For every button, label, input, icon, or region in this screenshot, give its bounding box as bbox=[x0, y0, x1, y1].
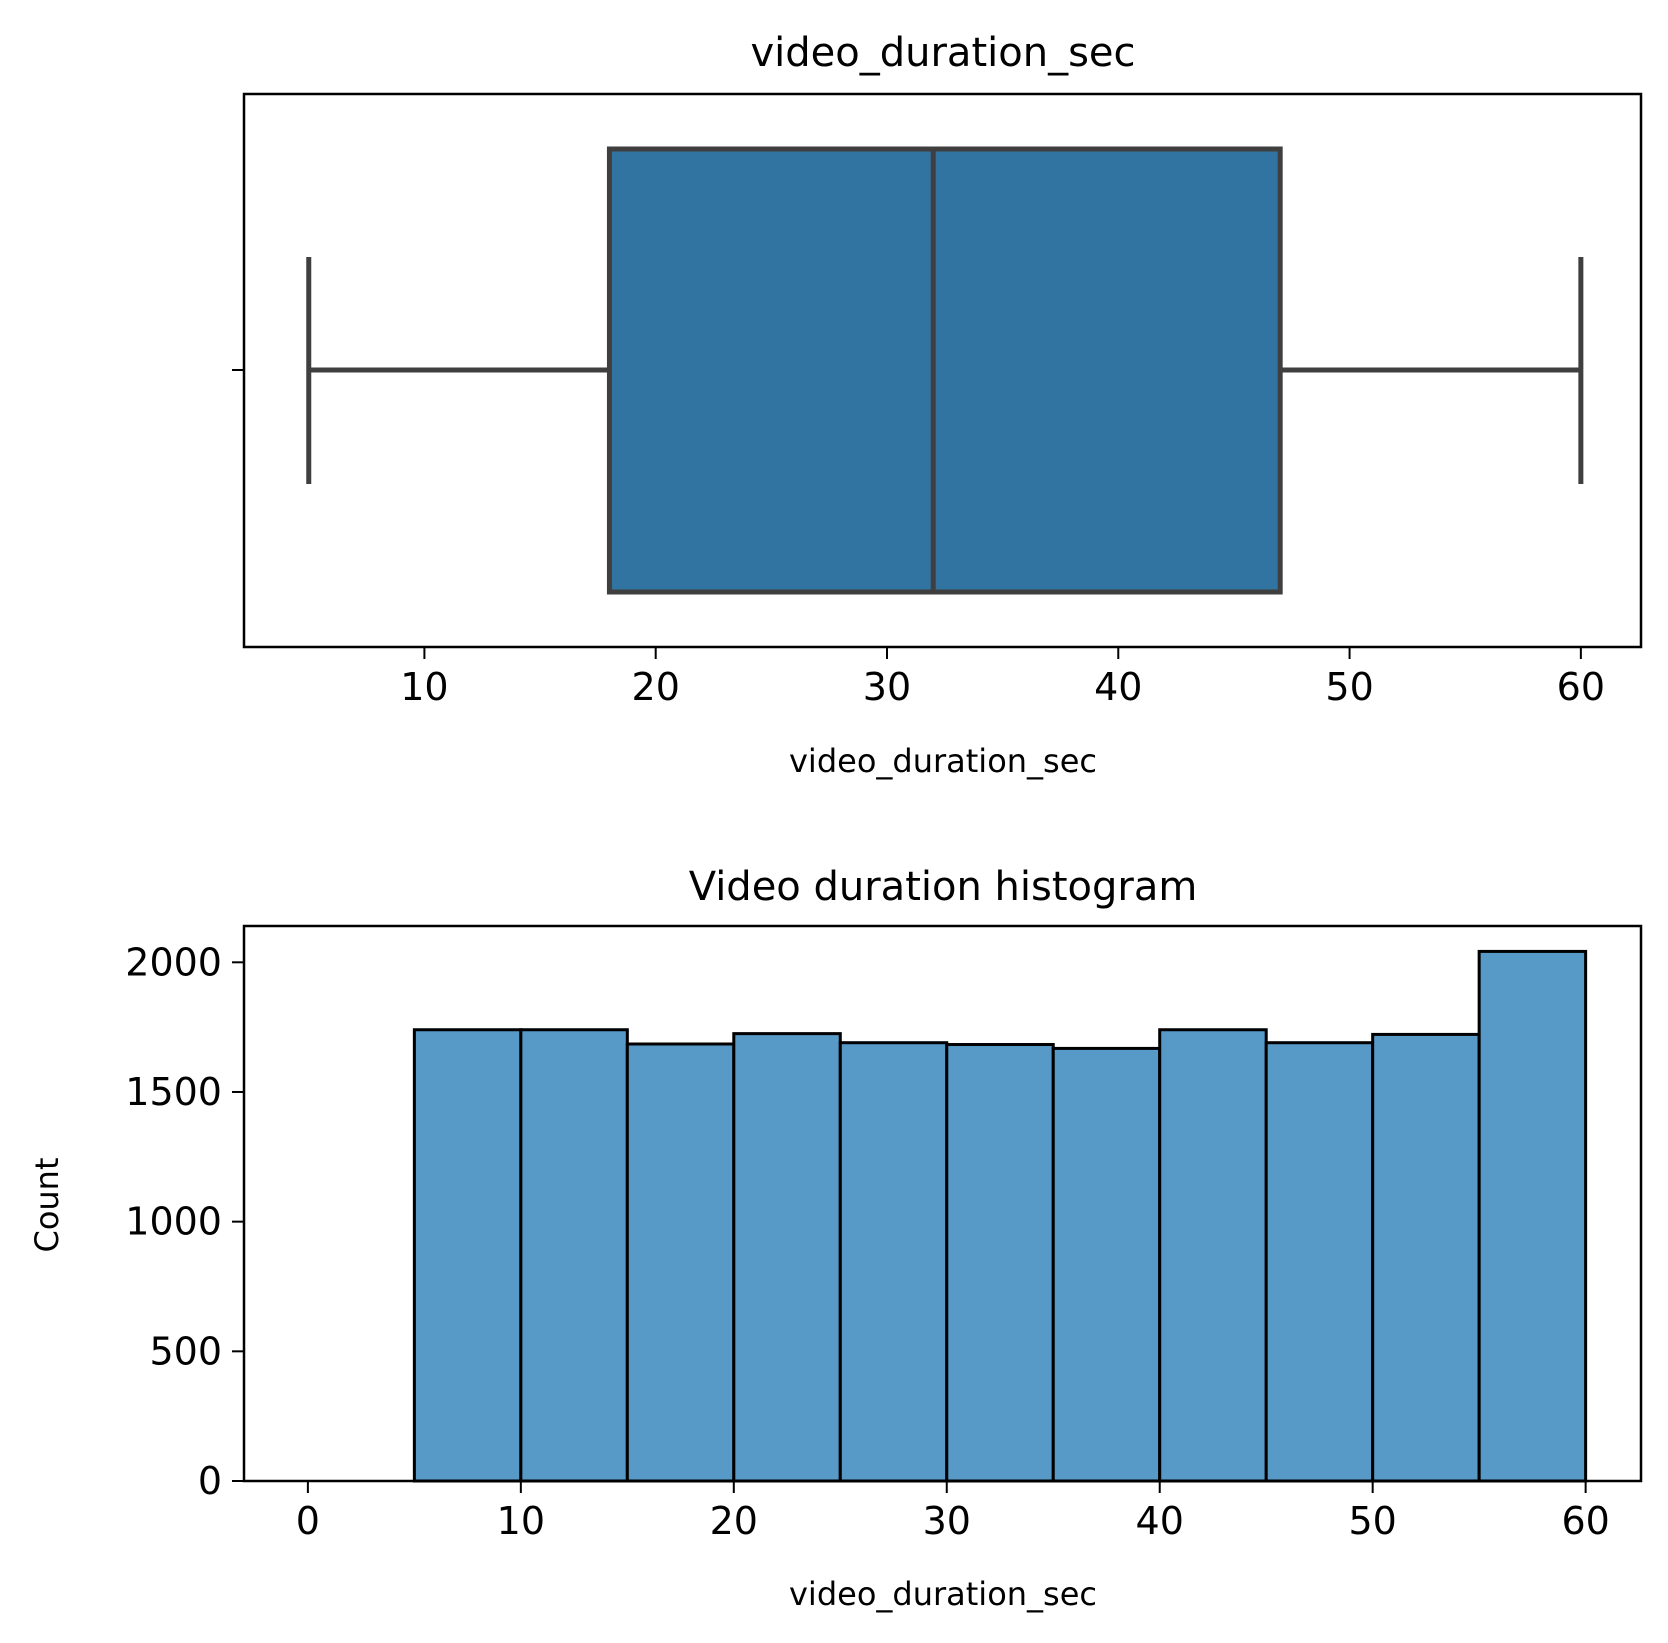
x-tick-label: 60 bbox=[1557, 665, 1605, 709]
histogram-bar bbox=[1051, 1046, 1162, 1483]
x-tick-label: 30 bbox=[923, 1499, 971, 1543]
boxplot-x-ticks: 10 20 30 40 50 60 bbox=[400, 647, 1605, 709]
histogram-x-label: video_duration_sec bbox=[789, 1575, 1097, 1613]
y-tick-label: 1500 bbox=[125, 1070, 222, 1114]
x-tick-label: 10 bbox=[400, 665, 448, 709]
histogram-bar bbox=[412, 1028, 523, 1483]
histogram-bar bbox=[1264, 1041, 1375, 1483]
y-tick-label: 1000 bbox=[125, 1200, 222, 1244]
x-tick-label: 50 bbox=[1348, 1499, 1396, 1543]
histogram-frame bbox=[242, 924, 1643, 1483]
x-tick-label: 60 bbox=[1561, 1499, 1609, 1543]
x-tick-label: 50 bbox=[1325, 665, 1373, 709]
x-tick-label: 30 bbox=[863, 665, 911, 709]
histogram-y-label: Count bbox=[28, 1157, 66, 1252]
x-tick-label: 0 bbox=[296, 1499, 320, 1543]
y-tick-label: 0 bbox=[198, 1459, 222, 1503]
histogram-y-ticks: 0 500 1000 1500 2000 bbox=[125, 940, 244, 1503]
histogram-bar bbox=[732, 1032, 842, 1483]
x-tick-label: 20 bbox=[710, 1499, 758, 1543]
histogram-bars bbox=[412, 949, 1588, 1483]
histogram-bar bbox=[945, 1043, 1055, 1483]
histogram-panel: Video duration histogram 0 10 20 30 40 50 60 0… bbox=[28, 864, 1643, 1613]
iqr-box bbox=[606, 146, 1283, 595]
histogram-bar bbox=[838, 1041, 949, 1483]
boxplot-marks bbox=[306, 146, 1584, 595]
histogram-bar bbox=[625, 1042, 736, 1483]
boxplot-panel: video_duration_sec 10 20 30 40 50 60 video_du… bbox=[232, 30, 1643, 780]
histogram-bar bbox=[1477, 949, 1588, 1483]
histogram-bar bbox=[1371, 1032, 1481, 1483]
x-tick-label: 40 bbox=[1094, 665, 1142, 709]
x-tick-label: 10 bbox=[497, 1499, 545, 1543]
histogram-bar bbox=[519, 1028, 629, 1483]
boxplot-title: video_duration_sec bbox=[750, 30, 1135, 76]
histogram-x-ticks: 0 10 20 30 40 50 60 bbox=[296, 1481, 1610, 1543]
y-tick-label: 2000 bbox=[125, 940, 222, 984]
boxplot-x-label: video_duration_sec bbox=[789, 742, 1097, 780]
x-tick-label: 40 bbox=[1136, 1499, 1184, 1543]
x-tick-label: 20 bbox=[632, 665, 680, 709]
histogram-bar bbox=[1158, 1028, 1268, 1483]
y-tick-label: 500 bbox=[149, 1329, 222, 1373]
histogram-title: Video duration histogram bbox=[689, 864, 1198, 910]
